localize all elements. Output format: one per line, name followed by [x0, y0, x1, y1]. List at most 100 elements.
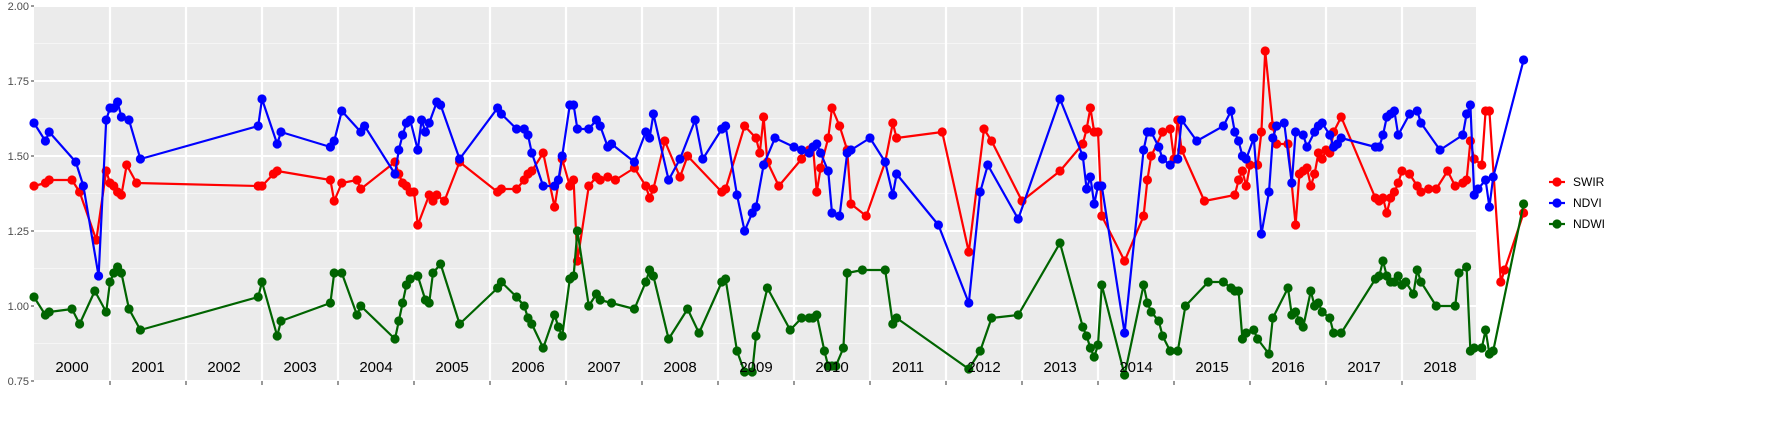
y-tick-label: 2.00 — [8, 1, 29, 13]
legend-key-point — [1552, 177, 1562, 187]
data-point-ndvi — [1393, 130, 1403, 140]
data-point-swir — [1389, 187, 1399, 197]
data-point-ndwi — [553, 322, 564, 332]
data-point-ndvi — [135, 154, 145, 164]
data-point-ndwi — [1454, 268, 1464, 278]
data-point-ndvi — [1192, 136, 1202, 146]
year-label: 2015 — [1195, 359, 1228, 376]
data-point-swir — [1256, 127, 1266, 137]
data-point-ndwi — [413, 271, 423, 281]
data-point-ndwi — [838, 343, 849, 353]
data-point-swir — [892, 133, 902, 143]
data-point-ndwi — [880, 265, 890, 275]
data-point-ndwi — [1154, 316, 1164, 326]
data-point-ndvi — [1082, 184, 1092, 194]
data-point-swir — [257, 181, 267, 191]
data-point-ndwi — [1329, 328, 1339, 338]
data-point-ndvi — [698, 154, 708, 164]
data-point-swir — [683, 151, 693, 161]
y-axis: 0.75 1.00 1.25 1.50 1.75 2.00 — [8, 1, 34, 388]
data-point-ndvi — [1154, 142, 1164, 152]
data-point-ndwi — [607, 298, 617, 308]
data-point-ndvi — [732, 190, 742, 200]
data-point-ndwi — [1093, 340, 1103, 350]
data-point-ndwi — [1477, 343, 1487, 353]
data-point-swir — [29, 181, 39, 191]
data-point-ndwi — [1298, 322, 1308, 332]
data-point-ndvi — [1317, 118, 1327, 128]
data-point-ndwi — [648, 271, 659, 281]
data-point-ndwi — [732, 346, 742, 356]
data-point-swir — [432, 190, 442, 200]
x-axis — [109, 381, 1403, 385]
data-point-ndwi — [1146, 307, 1156, 317]
data-point-swir — [1416, 187, 1426, 197]
data-point-ndwi — [116, 268, 126, 278]
data-point-swir — [272, 166, 282, 176]
data-point-ndvi — [424, 118, 434, 128]
data-point-swir — [1443, 166, 1453, 176]
data-point-swir — [675, 172, 685, 182]
data-point-ndvi — [1481, 175, 1491, 185]
data-point-ndwi — [253, 292, 263, 302]
data-point-ndwi — [1085, 343, 1095, 353]
data-point-swir — [511, 184, 522, 194]
data-point-ndvi — [629, 157, 640, 167]
data-point-ndvi — [1484, 202, 1494, 212]
y-tick-label: 1.25 — [8, 226, 29, 238]
data-point-ndvi — [1097, 181, 1107, 191]
data-point-ndwi — [1313, 298, 1323, 308]
year-label: 2016 — [1271, 359, 1304, 376]
data-point-ndwi — [257, 277, 267, 287]
data-point-swir — [816, 163, 826, 173]
data-point-ndvi — [983, 160, 993, 170]
data-point-ndvi — [584, 124, 594, 134]
data-point-ndvi — [789, 142, 799, 152]
data-point-ndwi — [1173, 346, 1183, 356]
data-point-ndwi — [1462, 262, 1472, 272]
data-point-ndvi — [40, 136, 51, 146]
data-point-ndwi — [584, 301, 594, 311]
series-ndvi — [29, 55, 1529, 338]
data-point-ndwi — [1253, 334, 1263, 344]
data-point-ndvi — [816, 148, 826, 158]
year-label: 2006 — [511, 359, 544, 376]
data-point-ndvi — [607, 139, 617, 149]
data-point-ndwi — [1519, 199, 1529, 209]
data-point-ndvi — [812, 139, 822, 149]
legend: SWIR NDVI NDWI — [1548, 173, 1605, 233]
data-point-ndwi — [1165, 346, 1175, 356]
data-point-ndvi — [29, 118, 39, 128]
data-point-swir — [67, 175, 77, 185]
data-point-ndwi — [987, 313, 997, 323]
data-point-ndwi — [797, 313, 807, 323]
series-swir — [29, 46, 1529, 287]
legend-item-ndvi: NDVI — [1548, 194, 1602, 212]
year-label: 2003 — [283, 359, 316, 376]
data-point-ndvi — [1279, 118, 1289, 128]
data-point-ndvi — [865, 133, 875, 143]
data-point-ndvi — [1218, 121, 1228, 131]
data-point-swir — [740, 121, 750, 131]
data-point-ndvi — [455, 154, 465, 164]
data-point-ndvi — [1226, 106, 1236, 116]
data-point-ndwi — [337, 268, 347, 278]
data-point-ndvi — [527, 148, 537, 158]
data-point-swir — [1142, 175, 1152, 185]
data-point-ndvi — [1165, 160, 1175, 170]
data-point-swir — [846, 199, 856, 209]
data-point-ndwi — [1469, 343, 1479, 353]
legend-item-swir: SWIR — [1548, 173, 1605, 191]
data-point-ndwi — [405, 274, 415, 284]
data-point-swir — [1139, 211, 1149, 221]
data-point-ndvi — [390, 169, 400, 179]
year-label: 2010 — [815, 359, 848, 376]
data-point-ndwi — [1142, 298, 1152, 308]
data-point-swir — [1085, 103, 1095, 113]
data-point-ndwi — [519, 301, 529, 311]
data-point-ndvi — [557, 151, 567, 161]
data-point-swir — [774, 181, 784, 191]
data-point-swir — [1431, 184, 1441, 194]
data-point-swir — [1378, 193, 1388, 203]
